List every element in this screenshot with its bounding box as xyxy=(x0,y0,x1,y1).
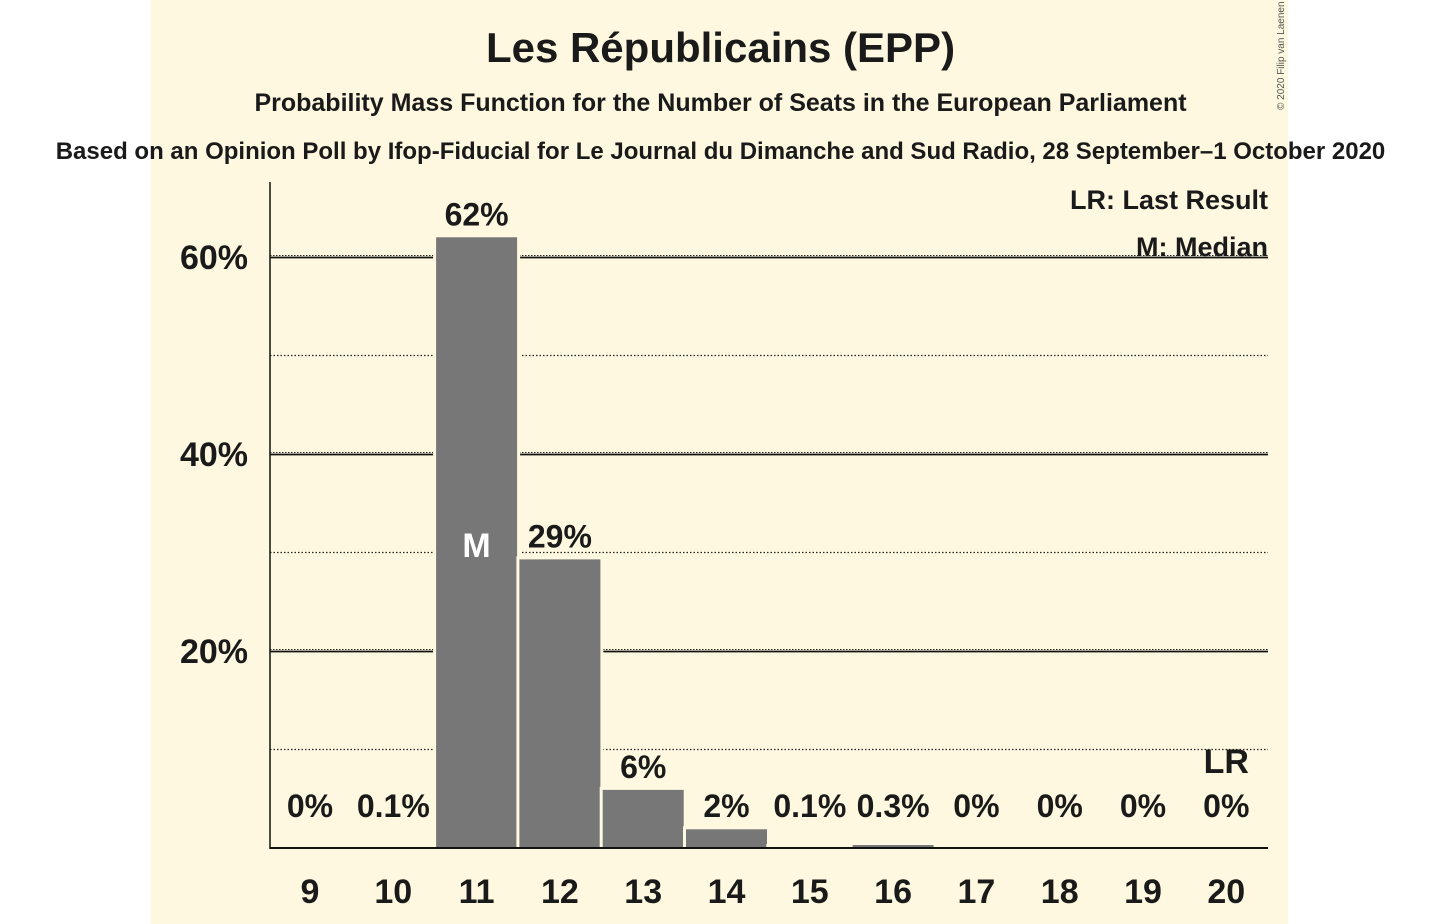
x-tick-label: 17 xyxy=(957,873,995,911)
data-label: 2% xyxy=(703,788,749,824)
x-tick-label: 16 xyxy=(874,873,912,911)
x-tick-label: 18 xyxy=(1041,873,1079,911)
x-tick-label: 12 xyxy=(541,873,579,911)
chart-subtitle: Probability Mass Function for the Number… xyxy=(254,89,1187,117)
bar-halo xyxy=(849,842,937,848)
median-marker: M xyxy=(462,527,490,565)
chart-title: Les Républicains (EPP) xyxy=(485,24,956,71)
x-tick-label: 14 xyxy=(708,873,746,911)
last-result-marker: LR xyxy=(1204,743,1249,781)
data-label: 0.1% xyxy=(773,788,846,824)
bar-13 xyxy=(602,789,684,848)
x-tick-label: 19 xyxy=(1124,873,1162,911)
bar-halo xyxy=(766,844,854,848)
chart-background xyxy=(151,0,1288,924)
x-tick-label: 10 xyxy=(374,873,412,911)
data-label: 0.3% xyxy=(857,788,930,824)
data-label: 0% xyxy=(1203,788,1249,824)
data-label: 6% xyxy=(620,749,666,785)
x-tick-label: 9 xyxy=(301,873,320,911)
legend-median: M: Median xyxy=(1136,232,1268,262)
y-tick-label: 60% xyxy=(180,239,248,277)
bar-14 xyxy=(686,829,767,848)
data-label: 0% xyxy=(1037,788,1083,824)
x-tick-label: 15 xyxy=(791,873,829,911)
x-tick-label: 20 xyxy=(1207,873,1245,911)
data-label: 0% xyxy=(287,788,333,824)
data-label: 0.1% xyxy=(357,788,430,824)
bar-16 xyxy=(852,845,934,848)
chart-source-note: Based on an Opinion Poll by Ifop-Fiducia… xyxy=(55,138,1386,165)
bar-12 xyxy=(519,559,601,848)
bar-11 xyxy=(436,237,518,849)
data-label: 29% xyxy=(528,518,592,554)
bar-halo xyxy=(349,844,437,848)
data-label: 0% xyxy=(953,788,999,824)
data-label: 0% xyxy=(1120,788,1166,824)
legend-last-result: LR: Last Result xyxy=(1070,185,1268,215)
y-tick-label: 20% xyxy=(180,633,248,671)
x-tick-label: 13 xyxy=(624,873,662,911)
data-label: 62% xyxy=(445,196,509,232)
y-tick-label: 40% xyxy=(180,436,248,474)
x-tick-label: 11 xyxy=(459,873,495,911)
